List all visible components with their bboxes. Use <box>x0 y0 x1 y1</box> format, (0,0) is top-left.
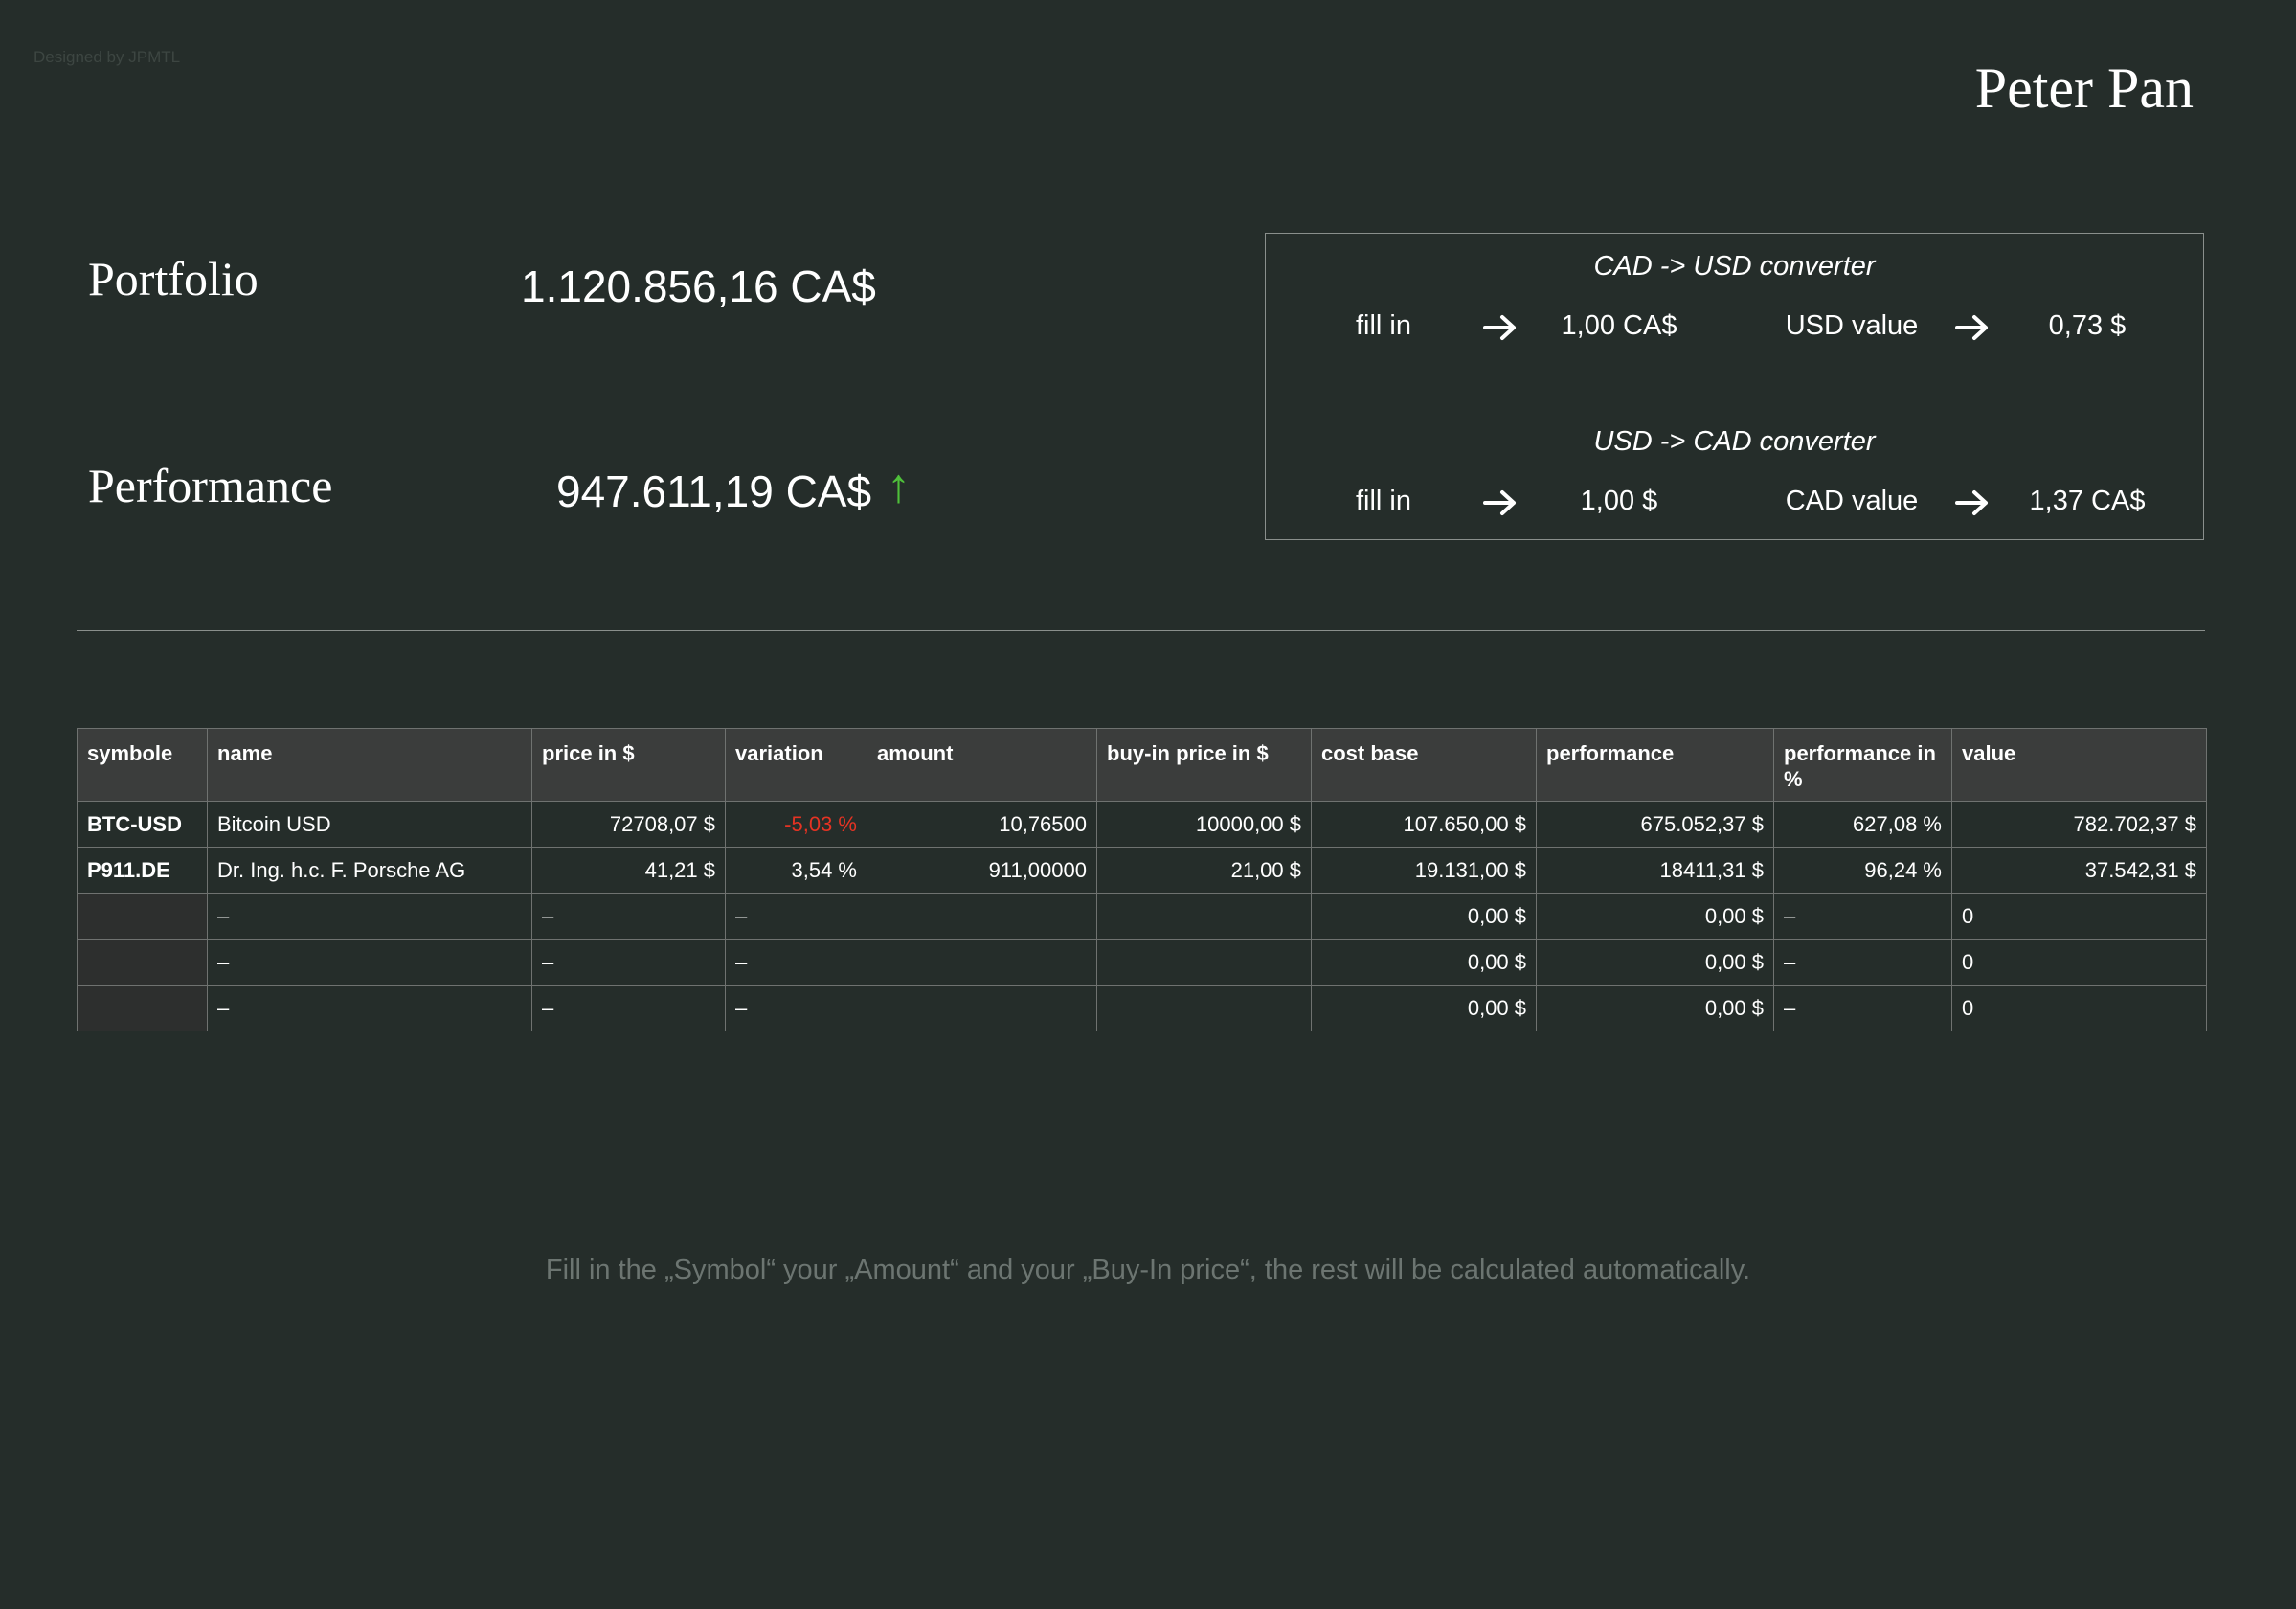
credit: Designed by JPMTL <box>34 48 181 66</box>
table-cell: 0 <box>1952 986 2207 1031</box>
converter-title: USD -> CAD converter <box>1593 426 1876 457</box>
header-cell: cost base <box>1312 729 1537 802</box>
header-cell: performance in % <box>1774 729 1952 802</box>
table-cell: – <box>532 894 726 940</box>
header-cell: performance <box>1537 729 1774 802</box>
table-cell: 21,00 $ <box>1097 848 1312 894</box>
table-cell: BTC-USD <box>78 802 208 848</box>
table-cell: 37.542,31 $ <box>1952 848 2207 894</box>
arrow-icon <box>1481 487 1519 518</box>
empty-cell <box>867 986 1097 1031</box>
header-cell: amount <box>867 729 1097 802</box>
table-cell: 0,00 $ <box>1537 894 1774 940</box>
table-cell: P911.DE <box>78 848 208 894</box>
table-cell: Bitcoin USD <box>208 802 532 848</box>
converter-output-value: 1,37 CA$ <box>2029 486 2146 516</box>
arrow-icon <box>1481 312 1519 343</box>
footer-hint: Fill in the „Symbol“ your „Amount“ and y… <box>545 1255 1751 1285</box>
table-cell: 72708,07 $ <box>532 802 726 848</box>
table-cell: – <box>208 894 532 940</box>
portfolio-label: Portfolio <box>88 252 259 306</box>
performance-label: Performance <box>88 459 333 512</box>
converter-output-value: 0,73 $ <box>2048 310 2127 341</box>
empty-cell <box>78 940 208 986</box>
converter-input-value: 1,00 CA$ <box>1561 310 1677 341</box>
converter-title: CAD -> USD converter <box>1593 251 1876 282</box>
table-cell: 0,00 $ <box>1312 894 1537 940</box>
empty-cell <box>78 986 208 1031</box>
table-cell: 0,00 $ <box>1312 940 1537 986</box>
arrow-icon-svg <box>1483 490 1516 515</box>
converter-input-label: fill in <box>1355 486 1411 516</box>
table-cell: 41,21 $ <box>532 848 726 894</box>
empty-cell <box>867 894 1097 940</box>
table-cell: – <box>1774 986 1952 1031</box>
portfolio-value: 1.120.856,16 CA$ <box>521 261 876 311</box>
arrow-icon <box>1953 487 1992 518</box>
arrow-icon-svg <box>1483 315 1516 340</box>
header-cell: symbole <box>78 729 208 802</box>
header-cell: value <box>1952 729 2207 802</box>
table-cell: 19.131,00 $ <box>1312 848 1537 894</box>
table-cell: – <box>726 894 867 940</box>
table-cell: 0,00 $ <box>1537 986 1774 1031</box>
user-name: Peter Pan <box>1974 57 2194 120</box>
arrow-icon-svg <box>1955 315 1988 340</box>
table-cell: 107.650,00 $ <box>1312 802 1537 848</box>
table-cell: – <box>726 940 867 986</box>
table-cell: Dr. Ing. h.c. F. Porsche AG <box>208 848 532 894</box>
table-cell: – <box>208 940 532 986</box>
table-cell: 0,00 $ <box>1312 986 1537 1031</box>
table-cell: – <box>208 986 532 1031</box>
performance-arrow: ↑ <box>887 459 911 512</box>
table-cell: 0 <box>1952 940 2207 986</box>
divider <box>77 630 2205 631</box>
empty-cell <box>78 894 208 940</box>
table-cell: 96,24 % <box>1774 848 1952 894</box>
table-cell: 675.052,37 $ <box>1537 802 1774 848</box>
table-cell: -5,03 % <box>726 802 867 848</box>
empty-cell <box>867 940 1097 986</box>
empty-cell <box>1097 940 1312 986</box>
table-cell: 10000,00 $ <box>1097 802 1312 848</box>
table-cell: 911,00000 <box>867 848 1097 894</box>
converter-input-value: 1,00 $ <box>1580 486 1658 516</box>
converter-output-label: USD value <box>1785 310 1919 341</box>
header-cell: price in $ <box>532 729 726 802</box>
table-cell: 3,54 % <box>726 848 867 894</box>
table-cell: – <box>532 986 726 1031</box>
table-cell: – <box>726 986 867 1031</box>
arrow-icon-svg <box>1955 490 1988 515</box>
table-cell: 10,76500 <box>867 802 1097 848</box>
converter-box: CAD -> USD converter fill in 1,00 CA$ USD v… <box>1265 233 2204 540</box>
table-cell: 0,00 $ <box>1537 940 1774 986</box>
arrow-icon <box>1953 312 1992 343</box>
portfolio-table: symbole name price in $ variation amount buy-… <box>77 728 2207 1031</box>
table-cell: 0 <box>1952 894 2207 940</box>
empty-cell <box>1097 894 1312 940</box>
converter-input-label: fill in <box>1355 310 1411 341</box>
header-cell: buy-in price in $ <box>1097 729 1312 802</box>
header-cell: name <box>208 729 532 802</box>
table-cell: – <box>1774 894 1952 940</box>
converter-output-label: CAD value <box>1785 486 1919 516</box>
performance-value: 947.611,19 CA$ <box>556 466 872 516</box>
table-cell: – <box>1774 940 1952 986</box>
table-cell: 18411,31 $ <box>1537 848 1774 894</box>
table-cell: 782.702,37 $ <box>1952 802 2207 848</box>
header-cell: variation <box>726 729 867 802</box>
table-cell: – <box>532 940 726 986</box>
table-cell: 627,08 % <box>1774 802 1952 848</box>
empty-cell <box>1097 986 1312 1031</box>
